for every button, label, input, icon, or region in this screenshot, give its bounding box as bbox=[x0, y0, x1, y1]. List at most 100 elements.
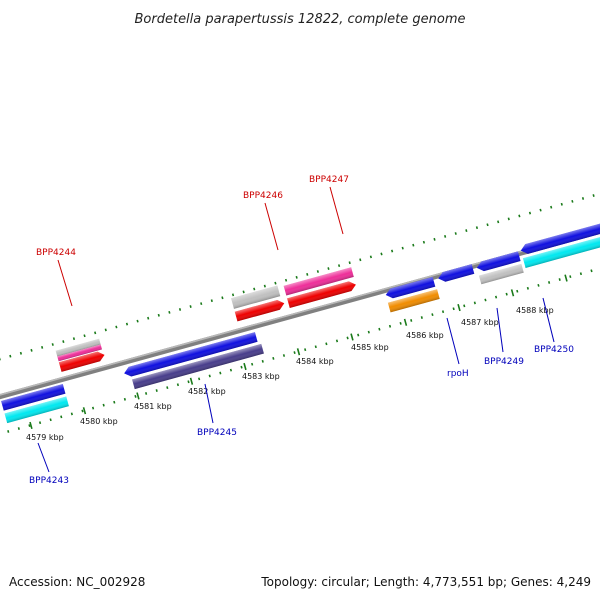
lower-tick-36 bbox=[251, 362, 254, 366]
upper-tick-57 bbox=[454, 232, 457, 235]
upper-tick-25 bbox=[115, 325, 118, 329]
feature-bpp4246-grey[interactable] bbox=[231, 285, 281, 309]
lower-tick-21 bbox=[91, 406, 95, 410]
gene-label-rpoh[interactable]: rpoH bbox=[447, 369, 469, 379]
gene-label-bpp4246[interactable]: BPP4246 bbox=[243, 191, 283, 201]
feature-bpp4247-red[interactable] bbox=[287, 280, 357, 309]
upper-tick-61 bbox=[497, 220, 500, 224]
gene-label-bpp4245[interactable]: BPP4245 bbox=[197, 428, 237, 438]
lower-tick-17 bbox=[49, 418, 52, 422]
lower-tick-52 bbox=[420, 316, 423, 319]
lower-tick-29 bbox=[176, 383, 180, 387]
feature-bpp4243-cyan[interactable] bbox=[4, 396, 69, 424]
lower-tick-56 bbox=[463, 304, 466, 308]
lower-tick-34 bbox=[229, 368, 233, 372]
gene-label-bpp4247[interactable]: BPP4247 bbox=[309, 175, 349, 185]
leader-rpoh bbox=[446, 317, 460, 365]
lower-tick-19 bbox=[70, 412, 73, 416]
lower-tick-13 bbox=[7, 430, 10, 433]
upper-tick-32 bbox=[189, 305, 192, 308]
upper-tick-38 bbox=[253, 287, 256, 291]
upper-tick-63 bbox=[518, 214, 521, 218]
lower-major-tick-4 bbox=[82, 407, 87, 415]
gene-label-bpp4244[interactable]: BPP4244 bbox=[36, 248, 76, 258]
upper-tick-16 bbox=[19, 351, 23, 355]
lower-tick-24 bbox=[123, 397, 126, 401]
gene-label-bpp4243[interactable]: BPP4243 bbox=[29, 476, 69, 486]
gene-labels: BPP4243 BPP4244 BPP4245 BPP4246 BPP4247 … bbox=[29, 175, 574, 486]
lower-tick-65 bbox=[558, 278, 561, 281]
lower-major-tick-5 bbox=[136, 392, 140, 400]
upper-tick-64 bbox=[528, 211, 532, 215]
lower-tick-66 bbox=[569, 275, 572, 279]
feature-bpp4245-blue[interactable] bbox=[123, 332, 258, 378]
feature-bpp4244-red[interactable] bbox=[58, 350, 106, 372]
lower-tick-46 bbox=[357, 333, 360, 337]
lower-tick-27 bbox=[155, 389, 158, 392]
lower-tick-41 bbox=[304, 348, 307, 352]
lower-tick-67 bbox=[579, 272, 583, 276]
lower-tick-35 bbox=[240, 365, 243, 369]
upper-tick-45 bbox=[327, 267, 330, 270]
gene-label-bpp4249[interactable]: BPP4249 bbox=[484, 357, 524, 367]
lower-tick-47 bbox=[367, 330, 370, 334]
genome-backbone-highlight bbox=[0, 177, 600, 445]
lower-tick-68 bbox=[590, 269, 593, 273]
lower-tick-45 bbox=[346, 336, 349, 340]
gene-label-bpp4250[interactable]: BPP4250 bbox=[534, 345, 574, 355]
upper-tick-36 bbox=[231, 293, 235, 297]
lower-tick-43 bbox=[325, 342, 328, 346]
lower-tick-18 bbox=[60, 415, 63, 419]
scale-labels: 4579 kbp 4580 kbp 4581 kbp 4582 kbp 4583… bbox=[26, 306, 554, 442]
feature-bpp4244-pink[interactable] bbox=[57, 344, 102, 362]
lower-tick-48 bbox=[378, 327, 381, 331]
lower-major-tick-12 bbox=[510, 289, 515, 297]
feature-bpp4250-blue[interactable] bbox=[475, 251, 521, 272]
lower-tick-58 bbox=[484, 298, 487, 302]
upper-tick-67 bbox=[560, 202, 563, 206]
feature-bpp4246-red[interactable] bbox=[234, 298, 286, 322]
feature-bpp4243-blue[interactable] bbox=[1, 384, 66, 411]
feature-rpoh-orange[interactable] bbox=[387, 289, 440, 313]
leader-lines bbox=[37, 186, 555, 473]
feature-bpp4247-pink[interactable] bbox=[283, 267, 354, 296]
lower-major-tick-10 bbox=[403, 318, 408, 326]
lower-tick-60 bbox=[505, 292, 508, 296]
feature-bpp4245-slate[interactable] bbox=[132, 343, 264, 390]
scale-label-4587: 4587 kbp bbox=[461, 318, 499, 327]
lower-tick-51 bbox=[410, 319, 413, 322]
upper-tick-27 bbox=[136, 319, 139, 323]
accession-text: Accession: NC_002928 bbox=[9, 575, 145, 589]
upper-tick-37 bbox=[242, 290, 245, 294]
lower-tick-32 bbox=[208, 374, 211, 378]
leader-bpp4244 bbox=[57, 259, 73, 307]
upper-tick-60 bbox=[486, 223, 489, 227]
upper-tick-42 bbox=[295, 275, 298, 279]
upper-tick-43 bbox=[306, 272, 309, 276]
feature-bpp4250-grey[interactable] bbox=[478, 263, 524, 285]
leader-bpp4245 bbox=[204, 383, 214, 424]
upper-tick-24 bbox=[104, 328, 107, 332]
lower-tick-30 bbox=[187, 380, 190, 384]
upper-tick-30 bbox=[168, 310, 171, 314]
feature-bpp4249-blue[interactable] bbox=[437, 264, 475, 283]
feature-next-blue[interactable] bbox=[519, 220, 600, 256]
upper-tick-26 bbox=[125, 322, 129, 326]
lower-major-tick-3 bbox=[29, 421, 33, 430]
lower-tick-39 bbox=[282, 354, 286, 357]
feature-next-cyan[interactable] bbox=[522, 233, 600, 268]
feature-bpp4244-grey[interactable] bbox=[55, 338, 101, 357]
lower-tick-37 bbox=[261, 359, 264, 363]
leader-bpp4243 bbox=[37, 442, 50, 473]
upper-tick-48 bbox=[359, 258, 362, 262]
genome-summary-text: Topology: circular; Length: 4,773,551 bp… bbox=[260, 575, 591, 589]
lower-tick-14 bbox=[17, 427, 20, 430]
lower-tick-50 bbox=[399, 321, 402, 325]
upper-tick-18 bbox=[41, 346, 44, 349]
lower-major-tick-13 bbox=[564, 274, 568, 282]
feature-rpoh-blue[interactable] bbox=[384, 276, 436, 300]
lower-tick-25 bbox=[134, 394, 137, 398]
scale-label-4586: 4586 kbp bbox=[406, 331, 444, 340]
upper-tick-17 bbox=[30, 348, 33, 352]
